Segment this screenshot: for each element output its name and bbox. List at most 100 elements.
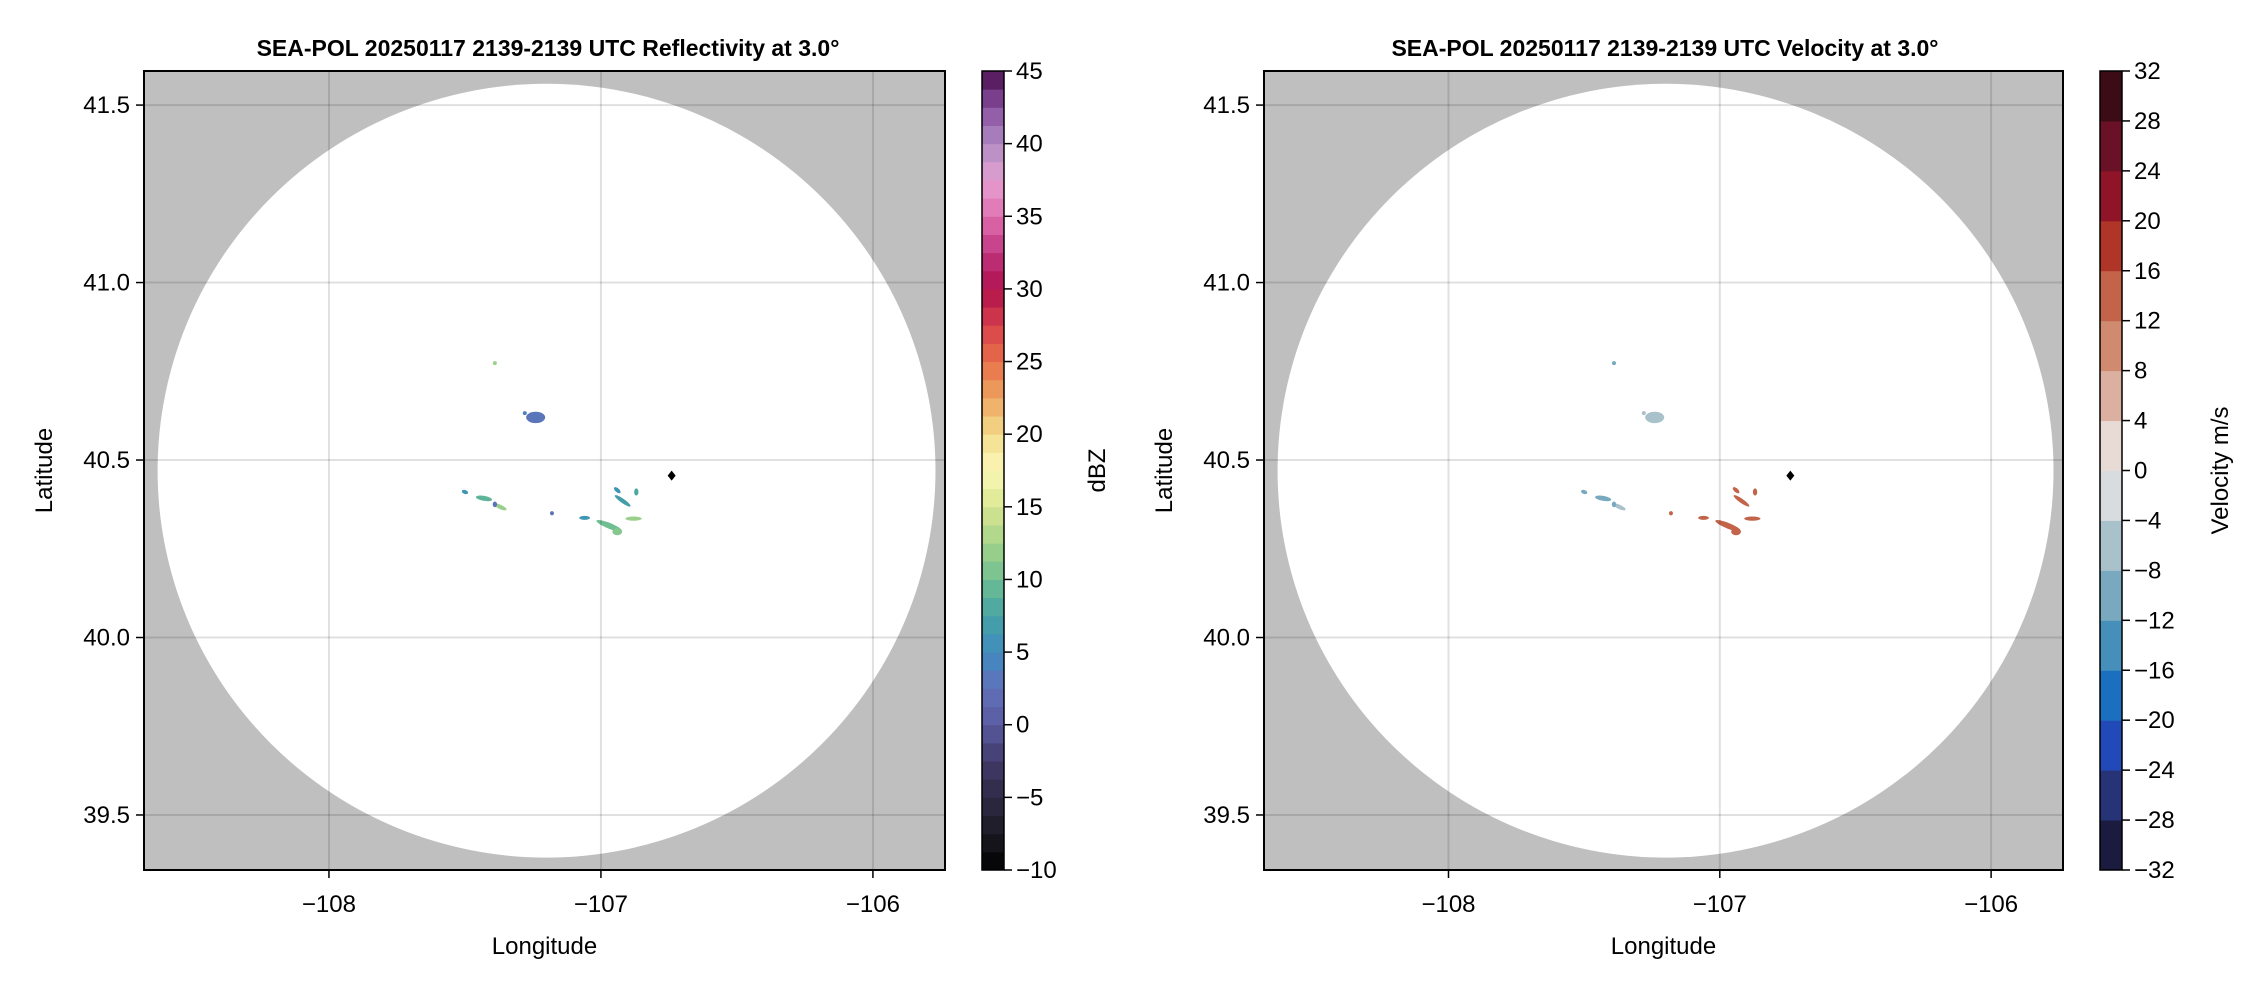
colorbar-tick-label: 4 bbox=[2134, 408, 2147, 435]
colorbar-band bbox=[2100, 770, 2122, 821]
colorbar-band bbox=[982, 724, 1004, 744]
x-axis-label: Longitude bbox=[492, 933, 597, 960]
colorbar-tick-label: −5 bbox=[1016, 784, 1043, 811]
y-tick-label: 40.0 bbox=[1203, 625, 1250, 652]
colorbar-tick-label: 28 bbox=[2134, 108, 2161, 135]
colorbar-tick-label: −28 bbox=[2134, 807, 2175, 834]
colorbar-band bbox=[2100, 320, 2122, 372]
axes-frame bbox=[1263, 70, 2064, 871]
colorbar-band bbox=[2100, 220, 2122, 272]
y-tick-label: 41.5 bbox=[83, 92, 130, 119]
echo-mark bbox=[1641, 411, 1646, 416]
colorbar-band bbox=[982, 416, 1004, 435]
echo-mark bbox=[612, 528, 623, 536]
colorbar-band bbox=[982, 670, 1004, 689]
echo-mark bbox=[579, 515, 591, 520]
echo-mark bbox=[1613, 503, 1626, 511]
colorbar-band bbox=[982, 71, 1004, 90]
colorbar-tick-label: −20 bbox=[2134, 707, 2175, 734]
y-tick-label: 39.5 bbox=[83, 802, 130, 829]
echo-mark bbox=[492, 501, 498, 508]
colorbar-band bbox=[982, 325, 1004, 344]
echo-mark bbox=[492, 361, 497, 366]
echo-mark bbox=[1611, 501, 1617, 508]
echo-mark bbox=[475, 495, 493, 502]
x-tick-label: −106 bbox=[846, 891, 900, 918]
y-axis-label: Latitude bbox=[31, 428, 58, 513]
x-tick-label: −108 bbox=[1421, 891, 1475, 918]
colorbar-band bbox=[982, 742, 1004, 762]
echo-mark bbox=[614, 495, 631, 507]
echo-mark bbox=[1668, 511, 1673, 516]
colorbar-band bbox=[982, 234, 1004, 254]
colorbar-tick-label: 25 bbox=[1016, 349, 1043, 376]
radar-marker-icon bbox=[1786, 470, 1795, 481]
colorbar-band bbox=[2100, 820, 2122, 871]
colorbar-tick-label: 10 bbox=[1016, 566, 1043, 593]
echo-mark bbox=[1611, 361, 1616, 366]
x-tick-label: −107 bbox=[574, 891, 628, 918]
colorbar-band bbox=[982, 815, 1004, 835]
colorbar-tick-label: 12 bbox=[2134, 308, 2161, 335]
echo-mark bbox=[526, 411, 546, 424]
colorbar-tick-label: 20 bbox=[2134, 208, 2161, 235]
colorbar-band bbox=[982, 543, 1004, 562]
colorbar-tick-label: −16 bbox=[2134, 657, 2175, 684]
colorbar-band bbox=[982, 761, 1004, 780]
colorbar-band bbox=[982, 488, 1004, 508]
colorbar-band bbox=[982, 343, 1004, 363]
colorbar-band bbox=[982, 688, 1004, 708]
colorbar-band bbox=[982, 161, 1004, 181]
colorbar-band bbox=[982, 652, 1004, 671]
panel-velocity: −108 −107 −106 39.5 40.0 40.5 41.0 41.5 SEA-POL … bbox=[1151, 35, 2234, 960]
colorbar-tick-label: −12 bbox=[2134, 607, 2175, 634]
echo-mark bbox=[1595, 495, 1612, 502]
y-tick-label: 39.5 bbox=[1203, 802, 1250, 829]
colorbar-tick-label: 15 bbox=[1016, 494, 1043, 521]
y-axis-label: Latitude bbox=[1151, 428, 1178, 513]
colorbar-band bbox=[2100, 670, 2122, 721]
x-axis-label: Longitude bbox=[1611, 933, 1716, 960]
echo-mark bbox=[494, 503, 507, 511]
panel-reflectivity: −108 −107 −106 39.5 40.0 40.5 41.0 41.5 SEA-POL … bbox=[31, 35, 1111, 960]
colorbar-band bbox=[982, 143, 1004, 163]
colorbar-band bbox=[2100, 470, 2122, 521]
colorbar-tick-label: 8 bbox=[2134, 358, 2147, 385]
chart-title: SEA-POL 20250117 2139-2139 UTC Reflectiv… bbox=[257, 35, 840, 61]
colorbar-band bbox=[982, 833, 1004, 853]
colorbar-band bbox=[2100, 420, 2122, 471]
colorbar-tick-label: 0 bbox=[1016, 712, 1029, 739]
y-tick-label: 40.0 bbox=[83, 625, 130, 652]
colorbar-band bbox=[982, 615, 1004, 635]
colorbar-band bbox=[2100, 370, 2122, 422]
chart-title: SEA-POL 20250117 2139-2139 UTC Velocity … bbox=[1391, 35, 1938, 61]
echo-mark bbox=[625, 516, 642, 521]
colorbar-band bbox=[982, 506, 1004, 526]
radar-marker-icon bbox=[667, 470, 676, 481]
colorbar-band bbox=[982, 307, 1004, 326]
echo-mark bbox=[1581, 489, 1588, 495]
colorbar-tick-label: 45 bbox=[1016, 58, 1043, 85]
colorbar-tick-label: 5 bbox=[1016, 639, 1029, 666]
x-tick-label: −106 bbox=[1964, 891, 2018, 918]
colorbar-band bbox=[2100, 570, 2122, 621]
y-tick-label: 41.0 bbox=[1203, 270, 1250, 297]
colorbar-band bbox=[982, 361, 1004, 381]
echo-mark bbox=[634, 488, 639, 496]
colorbar-tick-label: 32 bbox=[2134, 58, 2161, 85]
colorbar-tick-label: −32 bbox=[2134, 857, 2175, 884]
echo-mark bbox=[1752, 488, 1758, 496]
colorbar-band bbox=[982, 633, 1004, 653]
x-tick-label: −107 bbox=[1693, 891, 1747, 918]
echo-mark bbox=[1698, 515, 1709, 520]
x-tick-label: −108 bbox=[302, 891, 356, 918]
colorbar-band bbox=[982, 397, 1004, 417]
colorbar-band bbox=[982, 107, 1004, 126]
colorbar-band bbox=[982, 198, 1004, 217]
colorbar-band bbox=[2100, 270, 2122, 322]
colorbar-band bbox=[982, 252, 1004, 272]
colorbar-frame bbox=[981, 70, 1005, 871]
colorbar-tick-label: 30 bbox=[1016, 276, 1043, 303]
colorbar-band bbox=[982, 288, 1004, 308]
